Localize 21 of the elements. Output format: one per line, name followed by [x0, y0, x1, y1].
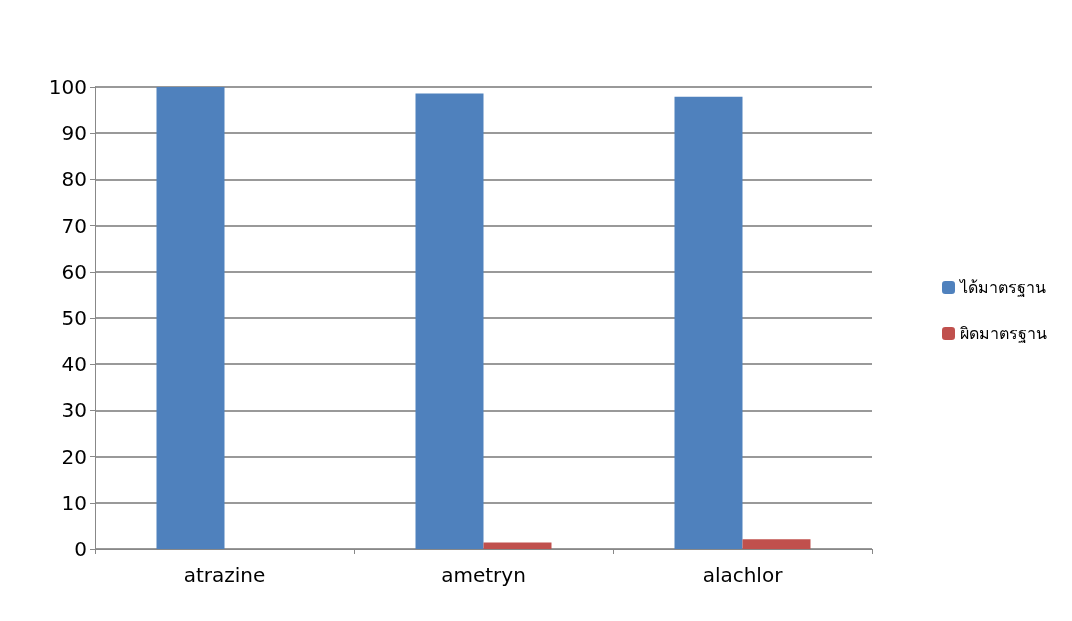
y-tick-label: 70 — [61, 213, 87, 238]
bar — [483, 542, 552, 549]
y-tick-label: 10 — [61, 490, 87, 515]
bar — [742, 539, 811, 549]
y-tick-label: 40 — [61, 352, 87, 377]
x-tick-label: ametryn — [441, 563, 526, 587]
bar — [674, 96, 743, 549]
legend-label: ผิดมาตรฐาน — [960, 324, 1047, 343]
y-tick-label: 30 — [61, 398, 87, 423]
x-tick-label: atrazine — [183, 563, 266, 587]
bar — [415, 93, 484, 549]
y-tick-label: 90 — [61, 121, 87, 146]
y-tick-label: 80 — [61, 167, 87, 192]
y-tick-label: 50 — [61, 306, 87, 330]
bar — [156, 87, 225, 549]
y-tick-label: 20 — [61, 444, 87, 469]
x-tick-label: alachlor — [702, 563, 784, 587]
legend-label: ได้มาตรฐาน — [958, 278, 1046, 297]
y-tick-label: 0 — [74, 537, 87, 561]
y-tick-label: 100 — [48, 75, 87, 99]
y-tick-label: 60 — [61, 259, 87, 284]
